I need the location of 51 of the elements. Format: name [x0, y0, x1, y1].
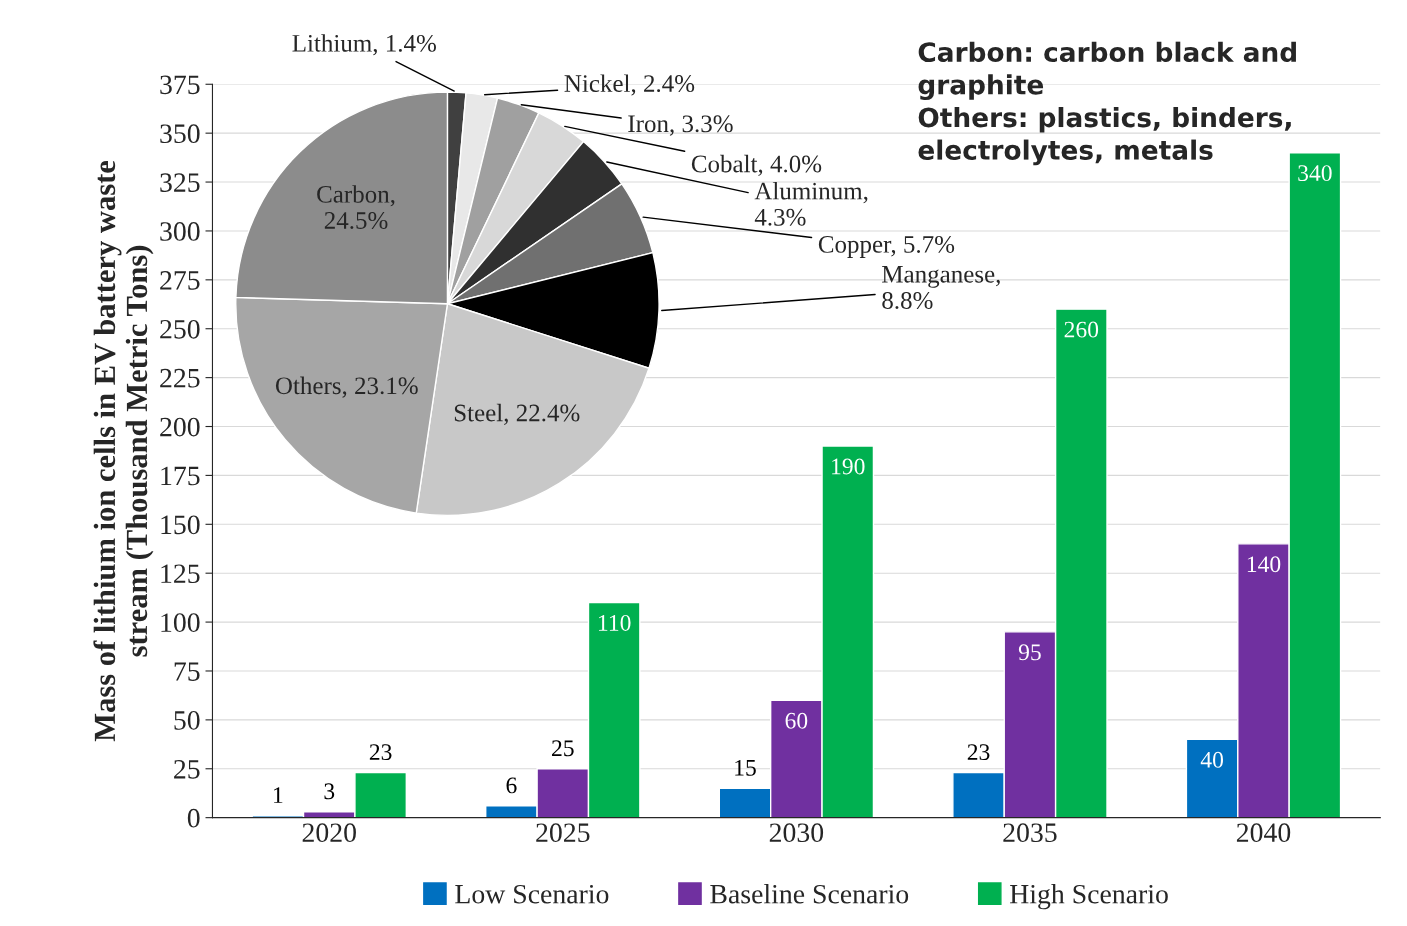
slice-label: Iron, 3.3% [628, 115, 733, 136]
data-label: 190 [832, 458, 865, 475]
x-tick-label: 2040 [1236, 823, 1291, 843]
y-tick-label: 25 [174, 760, 200, 779]
data-label: 140 [1247, 556, 1281, 573]
legend-label: High Scenario [1010, 884, 1168, 910]
x-tick-label: 2025 [536, 823, 590, 843]
data-label: 25 [552, 740, 574, 757]
data-label: 95 [1018, 644, 1041, 661]
y-tick-label: 300 [160, 222, 200, 241]
y-tick-label: 275 [160, 271, 200, 290]
y-tick-label: 375 [160, 75, 200, 95]
data-label: 60 [785, 712, 808, 729]
slice-label: Cobalt, 4.0% [691, 154, 822, 177]
slice-label: Carbon, 24.5% [317, 185, 395, 229]
data-label: 23 [967, 744, 990, 761]
y-tick-label: 250 [160, 319, 200, 339]
data-label: 3 [324, 783, 335, 800]
y-tick-label: 225 [160, 368, 200, 388]
y-tick-label: 150 [161, 515, 200, 535]
y-tick-label: 125 [161, 564, 200, 584]
data-label: 1 [274, 787, 283, 803]
y-tick-label: 350 [160, 124, 200, 144]
slice-label: Lithium, 1.4% [292, 34, 436, 56]
data-label: 340 [1298, 165, 1332, 182]
data-label: 40 [1200, 751, 1224, 768]
y-tick-label: 200 [160, 417, 200, 437]
y-axis-title: Mass of lithium ion cells in EV battery waste stream (Thousand Metric Tons) [93, 160, 154, 742]
data-label: 23 [369, 744, 392, 761]
data-label: 6 [506, 777, 517, 794]
y-tick-label: 75 [174, 662, 200, 681]
slice-label: Aluminum, 4.3% [754, 181, 868, 226]
x-tick-label: 2030 [769, 823, 824, 843]
data-label: 15 [735, 759, 756, 776]
slice-label: Manganese, 8.8% [882, 266, 1000, 309]
legend-label: Low Scenario [455, 884, 609, 904]
slice-label: Others, 23.1% [275, 376, 418, 398]
slice-label: Nickel, 2.4% [564, 74, 695, 96]
y-tick-label: 175 [161, 466, 200, 486]
y-tick-label: 0 [187, 808, 200, 828]
x-tick-label: 2020 [302, 823, 356, 843]
data-label: 110 [599, 614, 631, 631]
y-tick-label: 50 [174, 711, 200, 730]
slice-label: Steel, 22.4% [454, 403, 580, 425]
annotation: Carbon: carbon black and graphite Others: plastics, binders, electrolytes, metals [918, 41, 1296, 166]
data-label: 260 [1064, 321, 1099, 338]
legend-label: Baseline Scenario [710, 884, 909, 904]
y-tick-label: 100 [161, 613, 200, 632]
y-tick-label: 325 [160, 173, 200, 192]
x-tick-label: 2035 [1003, 823, 1057, 843]
slice-label: Copper, 5.7% [818, 235, 955, 258]
